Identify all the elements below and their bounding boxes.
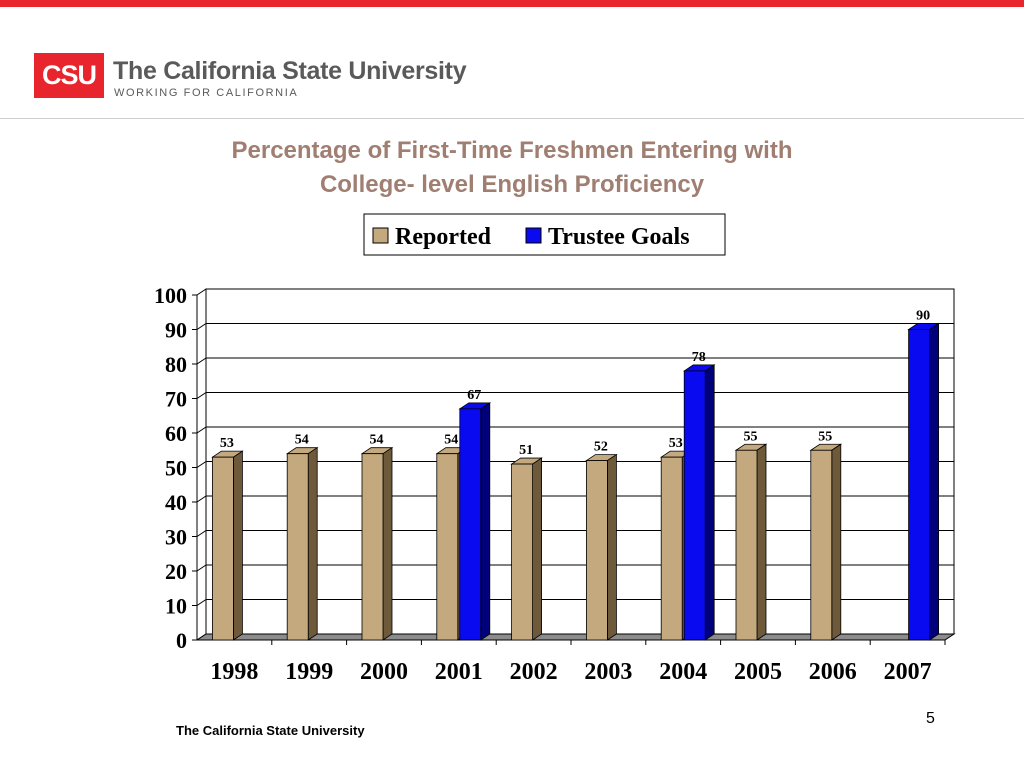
chart-title-line-2: College- level English Proficiency [319,171,705,198]
legend-swatch [372,227,389,244]
bar-reported [510,457,543,641]
bar-front [459,408,482,641]
y-tick-label: 90 [165,318,187,343]
x-tick-label: 2002 [510,659,558,685]
y-tick-label: 0 [176,628,187,653]
bar-reported [734,443,768,641]
grid-line-diagonal [196,461,207,468]
bar-reported [285,446,319,641]
bar-front [660,456,683,641]
bar-reported [585,453,618,641]
y-tick-label: 60 [165,421,187,446]
y-tick-label: 100 [154,283,187,308]
bar-front [211,456,234,641]
bar-side [704,364,715,641]
y-tick-label: 30 [165,525,187,550]
data-label: 54 [295,433,309,448]
grid-line-diagonal [196,392,207,399]
page-number: 5 [926,710,935,727]
grid-line-diagonal [196,426,207,434]
grid-line-diagonal [196,564,207,572]
data-label: 67 [467,388,481,403]
x-tick-label: 2000 [360,659,408,685]
bar-front [511,463,534,641]
bar-reported [809,443,843,641]
data-label: 90 [916,309,930,324]
header-divider [0,118,1024,119]
chart-legend: Reported Trustee Goals [363,213,726,256]
bar-side [232,450,243,641]
bar-side [756,443,767,641]
bar-reported [211,450,244,641]
data-label: 51 [519,443,533,458]
bar-front [436,453,459,641]
bar-front [361,453,384,641]
bar-trustee-goal [907,322,940,641]
y-tick-label: 50 [165,456,187,481]
bar-side [382,446,393,641]
x-tick-label: 1998 [210,659,258,685]
bar-reported [360,446,394,641]
bar-side [532,457,542,641]
x-tick-label: 2003 [584,659,632,685]
grid-line-diagonal [196,288,207,296]
y-tick-label: 40 [165,490,187,515]
grid-line-diagonal [196,357,207,365]
header: CSU The California State University WORK… [0,7,1024,119]
plot-area: 0 10 20 30 40 50 60 70 80 90 100 1998 1999 2000 2001 20… [154,283,956,685]
bar-front [735,449,758,641]
bar-side [831,443,842,641]
x-tick-label: 2004 [659,659,707,685]
bar-chart: Reported Trustee Goals 0 10 20 30 40 50 60 70 80 9… [154,213,956,685]
bar-front [586,460,608,641]
university-tagline: WORKING FOR CALIFORNIA [114,87,299,99]
legend-swatch [525,227,542,244]
legend-reported: Reported [372,224,492,250]
legend-trustee-goals: Trustee Goals [525,224,690,250]
data-label: 52 [594,440,608,455]
data-label: 54 [444,433,458,448]
data-label: 55 [744,429,758,444]
grid-line-diagonal [196,599,207,606]
data-label: 53 [669,436,683,451]
x-tick-label: 2006 [809,659,857,685]
bar-trustee-goal [458,402,492,641]
bar-side [929,322,939,641]
bar-side [607,453,617,641]
university-name: The California State University [113,57,467,85]
x-tick-label: 2001 [435,659,483,685]
legend-box [363,213,726,256]
legend-label: Trustee Goals [548,224,690,250]
grid-line-diagonal [196,530,207,537]
x-tick-label: 1999 [285,659,333,685]
chart-title-line-1: Percentage of First-Time Freshmen Enteri… [231,137,793,164]
data-label: 55 [818,429,832,444]
bar-front [908,329,930,641]
x-tick-label: 2007 [884,659,932,685]
bar-trustee-goal [682,364,716,641]
grid-line-diagonal [196,495,207,503]
data-label: 54 [370,433,384,448]
data-label: 78 [692,350,706,365]
bar-front [683,370,706,641]
bar-side [307,446,318,641]
bar-side [480,402,491,641]
y-tick-label: 10 [165,594,187,619]
y-tick-label: 80 [165,352,187,377]
bar-front [286,453,309,641]
y-tick-label: 70 [165,387,187,412]
data-label: 53 [220,436,234,451]
grid-line-diagonal [196,323,207,330]
footer-text: The California State University [176,723,365,738]
y-tick-label: 20 [165,559,187,584]
x-tick-label: 2005 [734,659,782,685]
legend-label: Reported [395,224,492,250]
csu-logo: CSU [34,53,104,98]
bar-front [810,449,833,641]
top-accent-bar [0,0,1024,7]
chart-title: Percentage of First-Time Freshmen Enteri… [130,134,894,202]
